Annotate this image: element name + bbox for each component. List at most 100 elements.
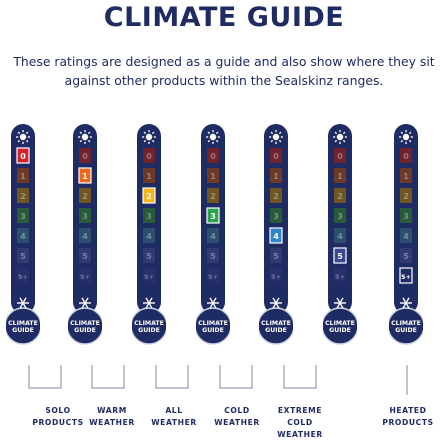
scale-block xyxy=(207,248,219,263)
scale-label: 2 xyxy=(82,192,88,201)
scale-label: 3 xyxy=(82,212,88,221)
climate-guide-badge: CLIMATE GUIDE xyxy=(261,320,291,334)
group-label-warm: WARM WEATHER xyxy=(89,406,135,427)
scale-label: 1 xyxy=(337,172,343,181)
scale-label: 3 xyxy=(273,212,279,221)
scale-block xyxy=(206,207,220,224)
group-label-cold: COLD WEATHER xyxy=(214,406,260,427)
scale-label: 3 xyxy=(210,212,216,221)
scale-label: 4 xyxy=(337,232,343,241)
climate-guide-badge: CLIMATE GUIDE xyxy=(198,320,228,334)
snowflake-icon xyxy=(79,297,91,309)
scale-block xyxy=(78,167,92,184)
scale-block xyxy=(399,267,413,284)
sun-icon xyxy=(16,130,30,144)
snowflake-icon xyxy=(334,297,346,309)
scale-label: 4 xyxy=(273,232,279,241)
scale-label: 5+ xyxy=(18,273,28,281)
group-label-all: ALL WEATHER xyxy=(151,406,197,427)
page-title: CLIMATE GUIDE xyxy=(103,2,345,33)
scale-block xyxy=(79,228,91,243)
snowflake-icon xyxy=(207,297,219,309)
scale-block xyxy=(334,148,346,163)
thermometer: 0 1 2 3 4 5 5+ CLIMATE GUIDE xyxy=(68,122,102,350)
bracket-cold xyxy=(219,365,253,389)
sun-icon xyxy=(333,130,347,144)
thermometer: 0 1 2 3 4 5 5+ CLIMATE GUIDE xyxy=(132,122,166,350)
scale-block xyxy=(400,248,412,263)
scale-block xyxy=(207,188,219,203)
scale-block xyxy=(143,268,155,283)
snowflake-icon xyxy=(270,297,282,309)
scale-block xyxy=(143,228,155,243)
scale-block xyxy=(270,168,282,183)
scale-block xyxy=(79,188,91,203)
scale-label: 4 xyxy=(82,232,88,241)
climate-guide-badge: CLIMATE GUIDE xyxy=(70,320,100,334)
scale-label: 3 xyxy=(20,212,26,221)
scale-block xyxy=(17,208,29,223)
scale-block xyxy=(17,228,29,243)
scale-label: 5 xyxy=(146,252,152,261)
scale-label: 2 xyxy=(337,192,343,201)
scale-label: 2 xyxy=(403,192,409,201)
scale-block xyxy=(207,268,219,283)
scale-block xyxy=(334,208,346,223)
thermometer: 0 1 2 3 4 5 5+ CLIMATE GUIDE xyxy=(196,122,230,350)
scale-block xyxy=(79,148,91,163)
scale-label: 5 xyxy=(403,252,409,261)
scale-label: 5+ xyxy=(144,273,154,281)
scale-block xyxy=(270,148,282,163)
scale-label: 5+ xyxy=(335,273,345,281)
climate-guide-badge: CLIMATE GUIDE xyxy=(8,320,38,334)
scale-label: 5+ xyxy=(80,273,90,281)
intro-text: These ratings are designed as a guide an… xyxy=(13,54,435,88)
scale-label: 1 xyxy=(273,172,279,181)
snowflake-icon xyxy=(143,297,155,309)
scale-label: 5 xyxy=(273,252,279,261)
scale-block xyxy=(16,147,30,164)
scale-label: 0 xyxy=(20,152,26,161)
scale-label: 3 xyxy=(146,212,152,221)
scale-label: 5+ xyxy=(271,273,281,281)
scale-block xyxy=(79,248,91,263)
scale-label: 4 xyxy=(210,232,216,241)
scale-label: 5 xyxy=(210,252,216,261)
scale-label: 1 xyxy=(210,172,216,181)
scale-block xyxy=(143,168,155,183)
scale-block xyxy=(270,268,282,283)
scale-label: 1 xyxy=(82,172,88,181)
scale-block xyxy=(207,228,219,243)
sun-icon xyxy=(206,130,220,144)
group-label-solo: SOLO PRODUCTS xyxy=(32,406,84,427)
scale-block xyxy=(400,168,412,183)
scale-label: 2 xyxy=(273,192,279,201)
bracket-solo xyxy=(28,365,62,389)
scale-block xyxy=(270,188,282,203)
scale-label: 0 xyxy=(146,152,152,161)
scale-label: 5 xyxy=(337,252,343,261)
scale-label: 0 xyxy=(337,152,343,161)
scale-label: 0 xyxy=(273,152,279,161)
thermometer: 0 1 2 3 4 5 5+ CLIMATE GUIDE xyxy=(389,122,423,350)
scale-block xyxy=(207,168,219,183)
scale-block xyxy=(400,148,412,163)
scale-label: 2 xyxy=(146,192,152,201)
scale-label: 5 xyxy=(20,252,26,261)
sun-icon xyxy=(78,130,92,144)
scale-label: 1 xyxy=(20,172,26,181)
scale-label: 3 xyxy=(337,212,343,221)
scale-block xyxy=(79,208,91,223)
thermometer: 0 1 2 3 4 5 5+ CLIMATE GUIDE xyxy=(323,122,357,350)
climate-guide-badge: CLIMATE GUIDE xyxy=(325,320,355,334)
climate-guide-badge: CLIMATE GUIDE xyxy=(391,320,421,334)
scale-block xyxy=(17,268,29,283)
snowflake-icon xyxy=(17,297,29,309)
scale-label: 4 xyxy=(146,232,152,241)
snowflake-icon xyxy=(400,297,412,309)
scale-label: 4 xyxy=(20,232,26,241)
scale-block xyxy=(334,228,346,243)
scale-block xyxy=(142,187,156,204)
scale-block xyxy=(400,208,412,223)
